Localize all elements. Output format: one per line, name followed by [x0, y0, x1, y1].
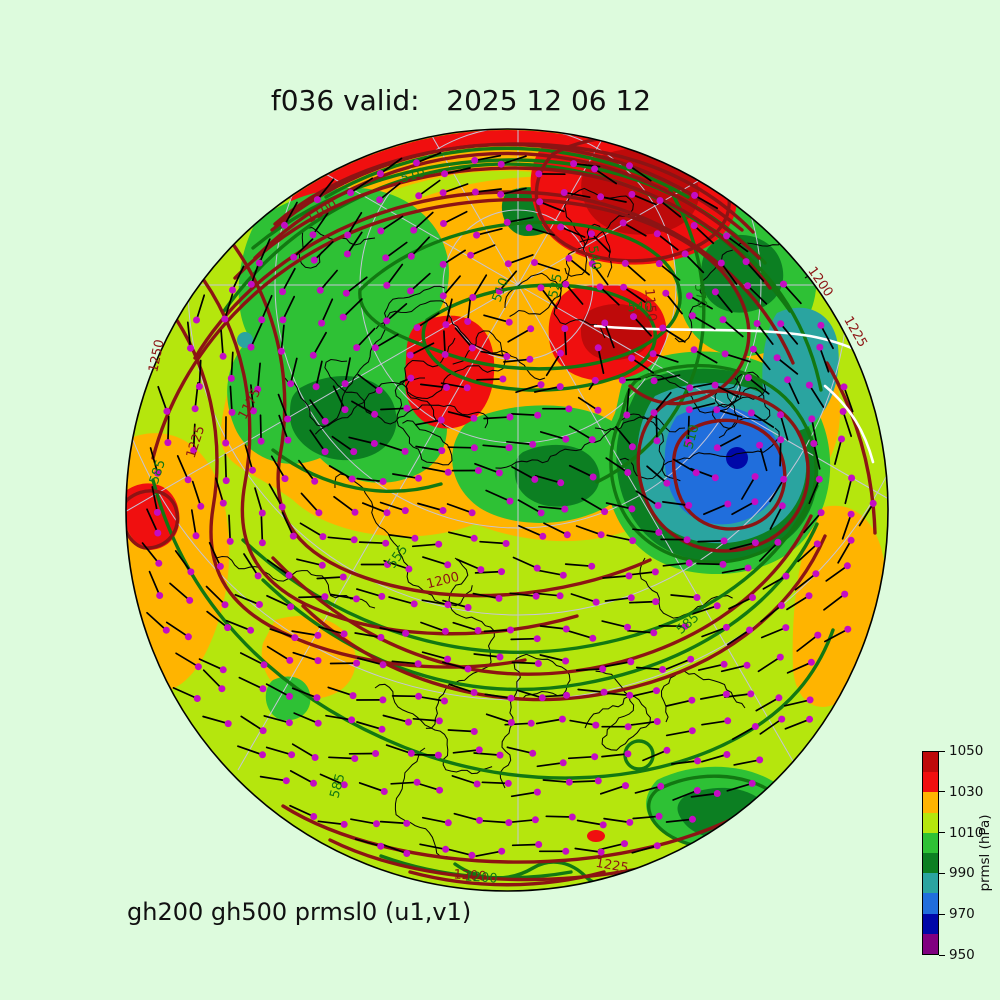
colorbar-tick-label: 990	[949, 865, 975, 882]
globe-map	[125, 128, 889, 892]
plot-footer: gh200 gh500 prmsl0 (u1,v1)	[127, 898, 472, 926]
coastlines	[216, 129, 813, 859]
colorbar-tick	[939, 954, 945, 956]
colorbar-axis-label: prmsl (hPa)	[977, 814, 993, 892]
colorbar: 1050 1030 1010 990 970 950 prmsl (hPa)	[922, 744, 1000, 962]
globe-outline	[125, 128, 889, 892]
colorbar-bar	[922, 751, 939, 955]
colorbar-segment	[923, 832, 938, 854]
wind-vector-lines	[141, 151, 875, 857]
colorbar-tick-label: 1050	[949, 743, 984, 759]
colorbar-tick	[939, 791, 945, 793]
colorbar-segment	[923, 893, 938, 915]
plot-title: f036 valid: 2025 12 06 12	[270, 84, 652, 117]
colorbar-tick	[939, 750, 945, 752]
colorbar-segment	[923, 873, 938, 894]
colorbar-segment	[923, 752, 938, 773]
colorbar-tick	[939, 872, 945, 874]
colorbar-segment	[923, 853, 938, 874]
colorbar-tick	[939, 832, 945, 834]
colorbar-tick	[939, 913, 945, 915]
colorbar-tick-label: 1010	[949, 824, 984, 841]
colorbar-segment	[923, 913, 938, 935]
colorbar-segment	[923, 933, 938, 955]
colorbar-tick-label: 970	[949, 906, 975, 923]
colorbar-tick-label: 1030	[949, 783, 984, 800]
colorbar-segment	[923, 792, 938, 814]
colorbar-segment	[923, 812, 938, 834]
colorbar-tick-label: 950	[949, 947, 975, 963]
wind-vector-dots	[153, 156, 877, 859]
colorbar-segment	[923, 772, 938, 793]
